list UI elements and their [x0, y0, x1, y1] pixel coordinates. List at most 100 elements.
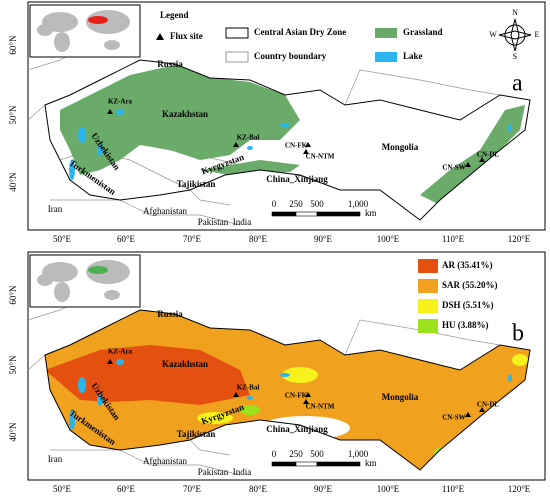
legend-swatch [225, 51, 249, 63]
lon-label: 70°E [183, 234, 202, 244]
panel-label: a [512, 71, 523, 97]
legend-swatch [225, 27, 249, 39]
legend-label: DSH (5.51%) [442, 300, 494, 310]
country-boundary [189, 439, 231, 456]
scale-label: 250 [289, 199, 303, 209]
country-boundary [27, 104, 46, 121]
aridity-patch [240, 405, 260, 415]
flux-site [233, 392, 239, 397]
lake [247, 146, 253, 150]
grassland [200, 160, 300, 175]
place-name: Afghanistan [143, 206, 187, 216]
inset-land [54, 282, 70, 302]
lake [97, 394, 103, 406]
lon-label: 90°E [314, 484, 333, 494]
lake [247, 396, 253, 400]
inset-land [37, 274, 53, 286]
inset-land [37, 24, 53, 36]
compass-label: E [535, 30, 540, 39]
scale-unit: km [365, 458, 377, 468]
land-cover [45, 310, 530, 470]
lake [97, 144, 103, 156]
lon-label: 70°E [183, 484, 202, 494]
flux-site-label: CN-DL [477, 401, 499, 409]
legend-label: Grassland [403, 27, 443, 37]
lat-label: 50°N [8, 355, 18, 375]
inset-study-area [88, 266, 108, 274]
flux-site [305, 142, 311, 147]
compass-ring [504, 24, 526, 46]
aridity-patch [197, 412, 233, 424]
scale-label: 0 [272, 449, 277, 459]
legend-swatch [418, 279, 438, 293]
legend-label: Country boundary [254, 51, 327, 61]
place-name: Kazakhstan [162, 359, 208, 369]
lake [508, 374, 512, 382]
legend-label: AR (35.41%) [442, 260, 493, 270]
inset-land [86, 260, 130, 284]
place-name: Afghanistan [143, 456, 187, 466]
lake [78, 377, 86, 393]
lon-label: 100°E [377, 234, 400, 244]
lon-label: 60°E [117, 484, 136, 494]
lake [280, 123, 290, 127]
scale-label: 500 [310, 199, 324, 209]
inset-study-area [88, 16, 108, 24]
legend-label: HU (3.88%) [442, 320, 489, 330]
compass-label: N [512, 8, 518, 17]
lat-label: 40°N [8, 422, 18, 442]
flux-site [479, 157, 485, 162]
compass-rose [498, 18, 532, 52]
place-name: Kazakhstan [162, 109, 208, 119]
legend-swatch [418, 299, 438, 313]
place-name: Pakistan [198, 217, 229, 227]
dry-zone-boundary [44, 309, 531, 471]
place-name: Mongolia [382, 392, 419, 402]
lon-label: 60°E [117, 234, 136, 244]
legend-label: Lake [403, 51, 423, 61]
legend-swatch [418, 259, 438, 273]
flux-site [465, 412, 471, 417]
place-name: Tajikistan [177, 429, 216, 439]
flux-site [233, 142, 239, 147]
place-name: China_Xinjiang [266, 424, 328, 434]
inset-land [86, 10, 130, 34]
scale-bar [316, 211, 361, 217]
legend-swatch [375, 52, 397, 62]
flux-site-label: CN-DL [477, 151, 499, 159]
lon-label: 110°E [442, 484, 465, 494]
lake [69, 410, 75, 430]
lat-label: 60°N [8, 35, 18, 55]
country-boundary [50, 199, 241, 226]
flux-site-label: KZ-Ara [108, 98, 133, 106]
place-name: India [233, 467, 252, 477]
lake [280, 373, 290, 377]
scale-bar [316, 461, 361, 467]
flux-site [303, 399, 309, 404]
place-name: Tajikistan [177, 179, 216, 189]
dry-zone-boundary [44, 59, 531, 221]
scale-bar [271, 211, 297, 217]
lat-label: 40°N [8, 172, 18, 192]
ar-area [45, 345, 250, 405]
flux-site [465, 162, 471, 167]
inset-land [104, 40, 120, 50]
legend-symbol [156, 33, 164, 40]
lon-label: 100°E [377, 484, 400, 494]
legend-label: SAR (55.20%) [442, 280, 498, 290]
place-name: Iran [48, 454, 63, 464]
lon-label: 120°E [508, 234, 531, 244]
flux-site-label: KZ-Bal [237, 384, 260, 392]
place-name: Russia [157, 309, 183, 319]
scale-label: 0 [272, 199, 277, 209]
inset-land [54, 32, 70, 52]
map-panel: 60°N 50°N 40°N 50°E 60°E 70°E 80°E 90°E 100°E 110… [8, 251, 546, 494]
lat-label: 50°N [8, 105, 18, 125]
aridity-patch [512, 354, 528, 366]
legend-title: Legend [160, 10, 189, 20]
country-boundary [189, 189, 231, 206]
flux-site-label: CN-NTM [306, 403, 335, 411]
place-name: India [233, 217, 252, 227]
country-boundary [27, 354, 46, 371]
